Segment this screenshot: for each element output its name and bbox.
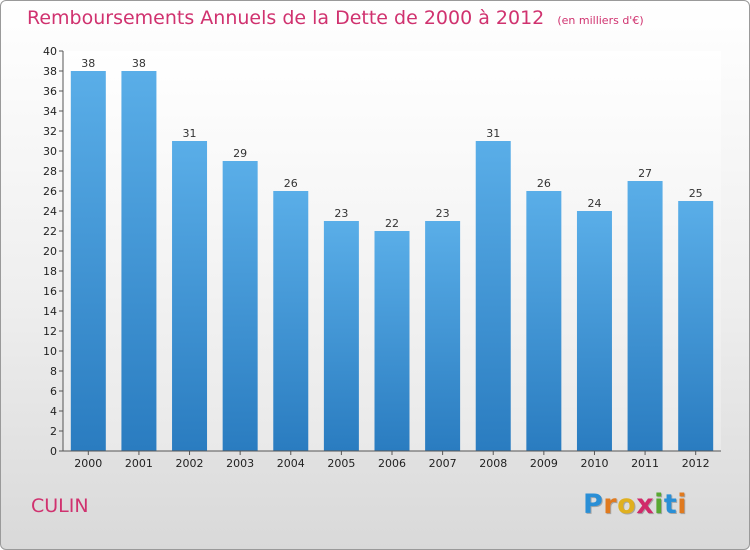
logo-letter: t xyxy=(663,489,678,520)
y-tick-label: 34 xyxy=(43,105,57,118)
x-tick-label: 2005 xyxy=(327,457,355,470)
bar-value-label: 38 xyxy=(132,57,146,70)
logo-letter: o xyxy=(617,489,637,520)
x-tick-label: 2002 xyxy=(176,457,204,470)
bar xyxy=(172,141,208,451)
logo-letter: r xyxy=(603,489,618,520)
bar xyxy=(576,211,612,451)
bar-value-label: 31 xyxy=(183,127,197,140)
bar-value-label: 23 xyxy=(334,207,348,220)
bar xyxy=(374,231,410,451)
bar-value-label: 27 xyxy=(638,167,652,180)
proxiti-logo: Proxiti xyxy=(583,489,687,520)
bar xyxy=(678,201,714,451)
x-tick-label: 2000 xyxy=(74,457,102,470)
bar xyxy=(222,161,258,451)
logo-letter: P xyxy=(583,489,604,520)
y-tick-label: 28 xyxy=(43,165,57,178)
y-tick-label: 8 xyxy=(50,365,57,378)
commune-name: CULIN xyxy=(31,495,89,517)
y-tick-label: 0 xyxy=(50,445,57,458)
y-tick-label: 38 xyxy=(43,65,57,78)
bar xyxy=(323,221,359,451)
bar-value-label: 22 xyxy=(385,217,399,230)
y-tick-label: 12 xyxy=(43,325,57,338)
y-tick-label: 24 xyxy=(43,205,57,218)
y-tick-label: 32 xyxy=(43,125,57,138)
logo-letter: x xyxy=(636,489,655,520)
y-tick-label: 18 xyxy=(43,265,57,278)
bar-value-label: 38 xyxy=(81,57,95,70)
bar xyxy=(121,71,157,451)
y-tick-label: 40 xyxy=(43,45,57,58)
logo-letter: i xyxy=(677,489,688,520)
x-tick-label: 2001 xyxy=(125,457,153,470)
bar-value-label: 24 xyxy=(587,197,601,210)
chart-title-row: Remboursements Annuels de la Dette de 20… xyxy=(27,7,644,29)
y-tick-label: 36 xyxy=(43,85,57,98)
bar-value-label: 29 xyxy=(233,147,247,160)
bar xyxy=(475,141,511,451)
x-tick-label: 2009 xyxy=(530,457,558,470)
x-tick-label: 2007 xyxy=(429,457,457,470)
bar-value-label: 23 xyxy=(436,207,450,220)
chart-title: Remboursements Annuels de la Dette de 20… xyxy=(27,7,545,29)
y-tick-label: 20 xyxy=(43,245,57,258)
y-tick-label: 16 xyxy=(43,285,57,298)
bar xyxy=(526,191,562,451)
y-tick-label: 26 xyxy=(43,185,57,198)
bar-value-label: 26 xyxy=(537,177,551,190)
x-tick-label: 2008 xyxy=(479,457,507,470)
bar-value-label: 25 xyxy=(689,187,703,200)
bar-value-label: 26 xyxy=(284,177,298,190)
bar xyxy=(70,71,106,451)
bar xyxy=(425,221,461,451)
y-tick-label: 30 xyxy=(43,145,57,158)
y-tick-label: 14 xyxy=(43,305,57,318)
x-tick-label: 2004 xyxy=(277,457,305,470)
y-tick-label: 22 xyxy=(43,225,57,238)
x-tick-label: 2012 xyxy=(682,457,710,470)
x-tick-label: 2011 xyxy=(631,457,659,470)
x-tick-label: 2003 xyxy=(226,457,254,470)
logo-letter: i xyxy=(654,489,664,520)
bar xyxy=(627,181,663,451)
bar xyxy=(273,191,309,451)
x-tick-label: 2006 xyxy=(378,457,406,470)
x-tick-label: 2010 xyxy=(580,457,608,470)
bar-value-label: 31 xyxy=(486,127,500,140)
chart-unit-note: (en milliers d'€) xyxy=(557,14,644,27)
y-tick-label: 10 xyxy=(43,345,57,358)
y-tick-label: 2 xyxy=(50,425,57,438)
y-tick-label: 6 xyxy=(50,385,57,398)
y-tick-label: 4 xyxy=(50,405,57,418)
